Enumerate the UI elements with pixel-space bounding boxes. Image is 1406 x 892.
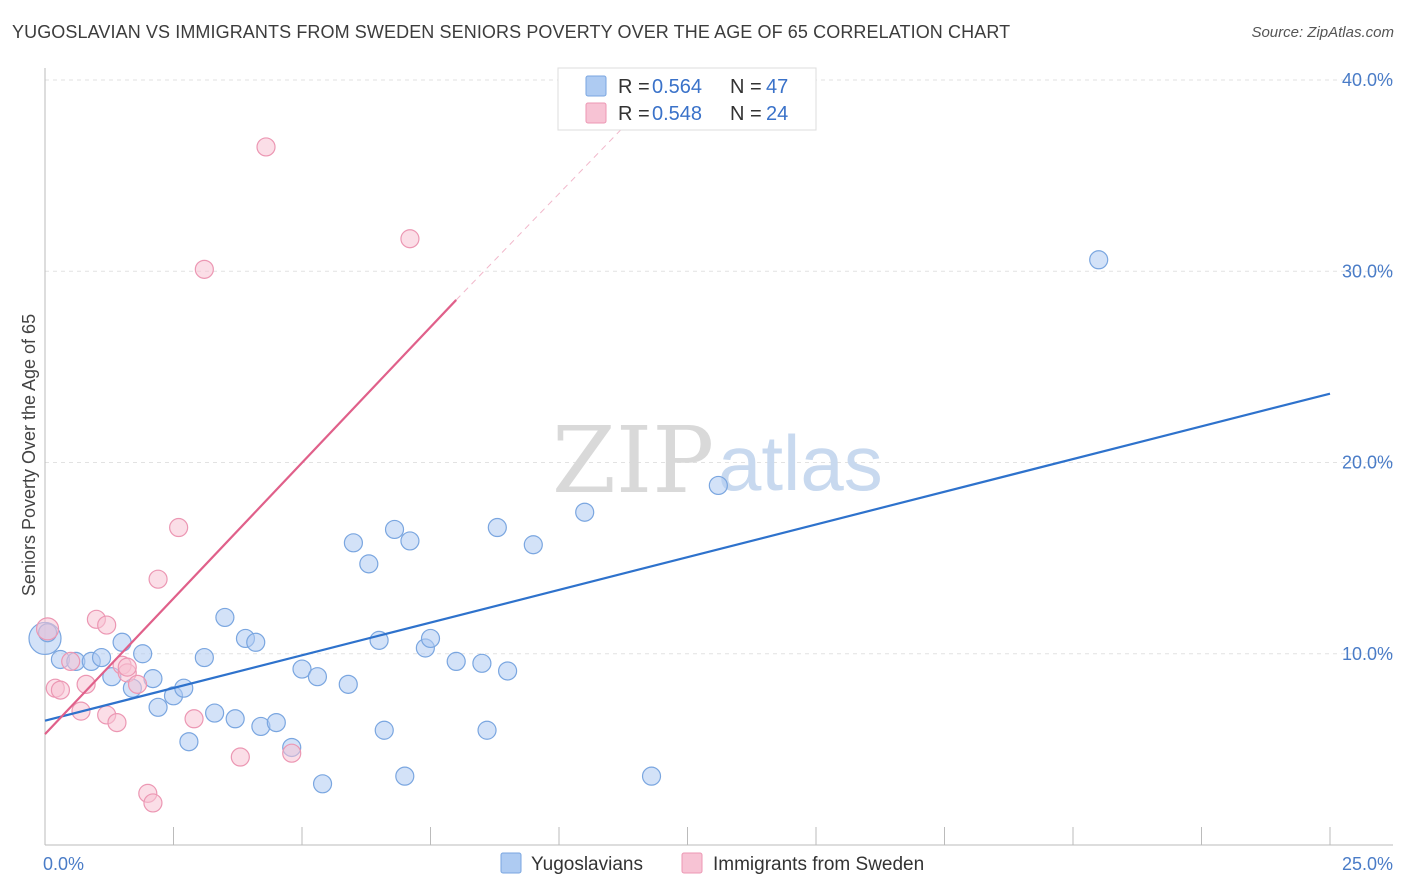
yugoslavian-point-43 (641, 766, 662, 786)
y-tick-label-40: 40.0% (1342, 70, 1393, 90)
watermark-zip: ZIP (552, 407, 714, 514)
yugoslavian-point-10 (148, 697, 168, 717)
sweden-point-14 (143, 793, 163, 813)
grid-layer (45, 79, 1393, 655)
x-tick-label-25: 25.0% (1342, 854, 1393, 874)
yugoslavian-point-42 (575, 502, 595, 522)
yugoslavian-point-13 (179, 732, 199, 752)
yugoslavian-point-31 (384, 519, 405, 540)
yugoslavian-point-37 (472, 653, 492, 673)
yugoslavian-point-6 (112, 632, 132, 652)
yugoslavian-point-27 (343, 533, 363, 553)
sweden-point-15 (148, 569, 168, 589)
yugoslavian-trend-line (44, 392, 1331, 722)
yugoslavian-point-16 (215, 607, 235, 628)
sweden-point-5 (76, 674, 96, 694)
top-legend: R = 0.564 N = 47 R = 0.548 N = 24 (557, 67, 817, 131)
legend-swatch-blue (585, 75, 607, 97)
yugoslavian-point-12 (174, 678, 194, 698)
sweden-point-9 (107, 712, 127, 733)
sweden-point-20 (256, 137, 276, 157)
yugoslavian-point-38 (477, 720, 497, 740)
legend-n-label-blue: N = (730, 76, 762, 98)
yugoslavian-point-24 (307, 667, 328, 687)
y-axis-title: Seniors Poverty Over the Age of 65 (19, 314, 39, 596)
sweden-point-23 (117, 657, 137, 677)
y-tick-label-10: 10.0% (1342, 644, 1393, 664)
sweden-point-3 (61, 651, 81, 672)
yugoslavian-point-17 (225, 709, 245, 729)
bottom-legend-label-yugoslavians: Yugoslavians (531, 854, 643, 875)
legend-swatch-pink (585, 102, 607, 124)
yugoslavian-point-44 (708, 475, 728, 496)
yugoslavian-point-8 (133, 644, 153, 664)
legend-r-value-pink: 0.548 (652, 103, 702, 125)
sweden-point-21 (282, 743, 302, 763)
watermark: ZIP atlas (552, 407, 883, 514)
sweden-point-12 (127, 674, 148, 694)
yugoslavian-point-33 (400, 531, 420, 551)
sweden-trend-extension (455, 108, 642, 301)
sweden-point-18 (194, 259, 214, 279)
sweden-point-22 (400, 229, 420, 249)
watermark-atlas: atlas (718, 419, 883, 507)
yugoslavian-point-15 (205, 703, 225, 723)
legend-r-label-blue: R = (618, 76, 650, 98)
trend-layer (44, 108, 1331, 735)
legend-r-value-blue: 0.564 (652, 76, 702, 98)
yugoslavian-point-19 (246, 632, 266, 652)
chart-title: YUGOSLAVIAN VS IMMIGRANTS FROM SWEDEN SE… (12, 22, 1011, 42)
bottom-legend-swatch-blue (500, 852, 522, 874)
yugoslavian-point-45 (1089, 250, 1109, 270)
bottom-legend: Yugoslavians Immigrants from Sweden (500, 852, 924, 875)
yugoslavian-point-30 (374, 720, 394, 740)
bottom-legend-swatch-pink (681, 852, 703, 874)
yugoslavian-point-28 (359, 554, 379, 574)
yugoslavian-point-35 (420, 628, 441, 649)
yugoslavian-point-14 (194, 647, 214, 668)
sweden-point-0 (35, 617, 60, 641)
yugoslavian-point-23 (292, 659, 312, 679)
legend-n-label-pink: N = (730, 103, 762, 125)
sweden-point-2 (50, 680, 71, 700)
chart-source: Source: ZipAtlas.com (1251, 24, 1394, 41)
yugoslavian-point-21 (266, 712, 286, 733)
yugoslavian-point-25 (312, 774, 333, 794)
sweden-point-19 (230, 747, 250, 767)
y-tick-label-20: 20.0% (1342, 453, 1393, 473)
sweden-point-17 (184, 709, 204, 729)
points-layer (28, 137, 1109, 813)
axis-layer: 10.0% 20.0% 30.0% 40.0% 0.0% 25.0% (43, 68, 1393, 874)
x-tick-label-0: 0.0% (43, 854, 84, 874)
sweden-point-7 (97, 615, 117, 635)
yugoslavian-point-40 (498, 661, 518, 681)
sweden-trend-line (44, 299, 457, 735)
legend-n-value-pink: 24 (766, 103, 788, 125)
yugoslavian-point-4 (91, 647, 112, 668)
legend-r-label-pink: R = (618, 103, 650, 125)
yugoslavian-point-36 (446, 651, 466, 672)
sweden-point-16 (169, 517, 189, 538)
yugoslavian-point-32 (395, 766, 415, 786)
yugoslavian-point-39 (487, 517, 507, 538)
yugoslavian-point-26 (338, 674, 358, 694)
bottom-legend-label-sweden: Immigrants from Sweden (713, 854, 924, 875)
yugoslavian-point-41 (523, 535, 543, 555)
legend-n-value-blue: 47 (766, 76, 788, 98)
y-tick-label-30: 30.0% (1342, 261, 1393, 281)
